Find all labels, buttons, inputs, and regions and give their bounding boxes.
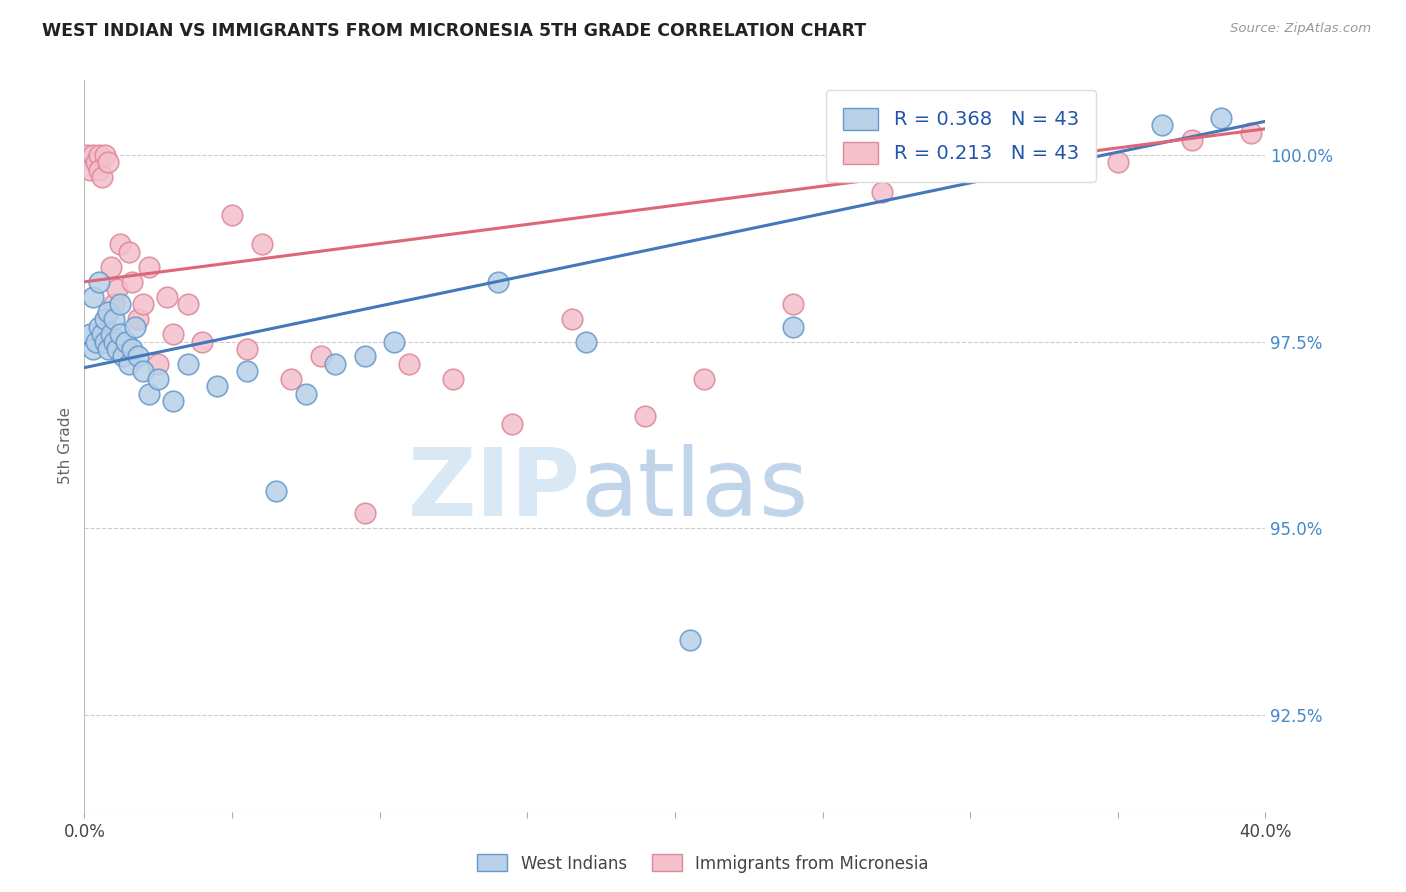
Point — [354, 506, 377, 520]
Point — [148, 357, 170, 371]
Y-axis label: 5th Grade: 5th Grade — [58, 408, 73, 484]
Point — [1181, 133, 1204, 147]
Point — [94, 334, 117, 349]
Point — [441, 372, 464, 386]
Point — [560, 312, 583, 326]
Point — [191, 334, 214, 349]
Point — [1240, 126, 1263, 140]
Point — [280, 372, 302, 386]
Point — [1152, 118, 1174, 132]
Point — [79, 326, 101, 341]
Point — [97, 304, 120, 318]
Point — [959, 148, 981, 162]
Point — [94, 148, 117, 162]
Point — [1107, 155, 1129, 169]
Point — [118, 357, 141, 371]
Legend: West Indians, Immigrants from Micronesia: West Indians, Immigrants from Micronesia — [471, 847, 935, 880]
Text: 0.0%: 0.0% — [63, 823, 105, 841]
Point — [97, 342, 120, 356]
Text: Source: ZipAtlas.com: Source: ZipAtlas.com — [1230, 22, 1371, 36]
Text: atlas: atlas — [581, 444, 808, 536]
Point — [679, 633, 702, 648]
Point — [94, 312, 117, 326]
Point — [870, 186, 893, 200]
Point — [100, 260, 122, 274]
Text: 40.0%: 40.0% — [1239, 823, 1292, 841]
Point — [138, 386, 160, 401]
Point — [84, 334, 107, 349]
Point — [91, 170, 114, 185]
Point — [108, 237, 131, 252]
Point — [97, 155, 120, 169]
Point — [89, 148, 111, 162]
Point — [124, 319, 146, 334]
Point — [309, 350, 332, 364]
Point — [1209, 111, 1232, 125]
Point — [111, 334, 134, 349]
Point — [108, 326, 131, 341]
Point — [105, 282, 128, 296]
Point — [108, 297, 131, 311]
Point — [84, 155, 107, 169]
Point — [89, 319, 111, 334]
Point — [221, 208, 243, 222]
Point — [148, 372, 170, 386]
Point — [121, 342, 143, 356]
Point — [111, 350, 134, 364]
Point — [127, 312, 149, 326]
Point — [1047, 126, 1070, 140]
Point — [502, 417, 524, 431]
Point — [162, 326, 184, 341]
Point — [91, 326, 114, 341]
Point — [100, 326, 122, 341]
Point — [177, 357, 200, 371]
Point — [486, 275, 509, 289]
Point — [103, 297, 125, 311]
Legend: R = 0.368   N = 43, R = 0.213   N = 43: R = 0.368 N = 43, R = 0.213 N = 43 — [825, 90, 1097, 182]
Point — [295, 386, 318, 401]
Point — [103, 312, 125, 326]
Point — [132, 364, 155, 378]
Point — [89, 275, 111, 289]
Point — [138, 260, 160, 274]
Point — [105, 342, 128, 356]
Point — [1047, 162, 1070, 177]
Point — [162, 394, 184, 409]
Point — [156, 290, 179, 304]
Point — [900, 155, 922, 169]
Text: WEST INDIAN VS IMMIGRANTS FROM MICRONESIA 5TH GRADE CORRELATION CHART: WEST INDIAN VS IMMIGRANTS FROM MICRONESI… — [42, 22, 866, 40]
Point — [398, 357, 420, 371]
Point — [250, 237, 273, 252]
Point — [82, 342, 104, 356]
Point — [634, 409, 657, 424]
Point — [121, 275, 143, 289]
Point — [103, 334, 125, 349]
Point — [132, 297, 155, 311]
Point — [76, 148, 98, 162]
Point — [114, 334, 136, 349]
Point — [79, 162, 101, 177]
Point — [323, 357, 347, 371]
Point — [354, 350, 377, 364]
Point — [382, 334, 406, 349]
Point — [782, 319, 804, 334]
Point — [236, 342, 259, 356]
Text: ZIP: ZIP — [408, 444, 581, 536]
Point — [264, 483, 288, 498]
Point — [693, 372, 716, 386]
Point — [205, 379, 228, 393]
Point — [782, 297, 804, 311]
Point — [89, 162, 111, 177]
Point — [177, 297, 200, 311]
Point — [236, 364, 259, 378]
Point — [82, 290, 104, 304]
Point — [575, 334, 598, 349]
Point — [118, 244, 141, 259]
Point — [82, 148, 104, 162]
Point — [127, 350, 149, 364]
